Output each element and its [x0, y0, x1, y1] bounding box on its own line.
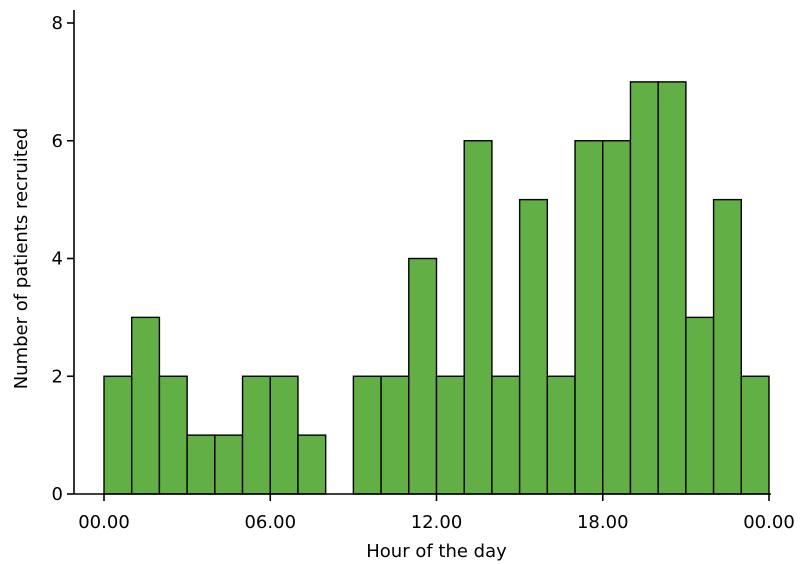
histogram-bar	[435, 375, 465, 495]
histogram-bar	[491, 375, 521, 495]
x-ticks-group: 00.00 06.00 12.00 18.00 00.00	[78, 494, 795, 533]
histogram-bar	[685, 316, 715, 495]
x-tick-label: 00.00	[743, 512, 795, 533]
x-tick-label: 06.00	[244, 512, 296, 533]
histogram-bar	[629, 81, 659, 495]
histogram-bar	[186, 434, 216, 495]
histogram-bar	[574, 140, 604, 495]
histogram-bar	[740, 375, 770, 495]
histogram-bar	[269, 375, 299, 495]
y-tick-label: 4	[52, 249, 63, 270]
histogram-bar	[352, 375, 382, 495]
histogram-bar	[380, 375, 410, 495]
histogram-bar	[214, 434, 244, 495]
y-tick-label: 6	[52, 131, 63, 152]
y-tick-label: 0	[52, 484, 63, 505]
histogram-bar	[158, 375, 188, 495]
x-axis-title: Hour of the day	[366, 541, 507, 562]
histogram-bar	[657, 81, 687, 495]
x-tick-label: 12.00	[411, 512, 463, 533]
histogram-bar	[546, 375, 576, 495]
y-tick-label: 2	[52, 366, 63, 387]
y-axis-title: Number of patients recruited	[11, 128, 32, 390]
histogram-bar	[297, 434, 327, 495]
y-tick-label: 8	[52, 13, 63, 34]
histogram-bar	[131, 316, 161, 495]
histogram-bar	[103, 375, 133, 495]
axes-group	[73, 10, 771, 495]
histogram-bar	[712, 198, 742, 495]
y-ticks-group: 0 2 4 6 8	[52, 13, 74, 505]
x-tick-label: 00.00	[78, 512, 130, 533]
histogram-bar	[408, 257, 438, 495]
histogram-bar	[518, 198, 549, 495]
histogram-bar	[602, 140, 632, 495]
histogram-bar	[463, 140, 493, 495]
x-tick-label: 18.00	[577, 512, 629, 533]
bars-group	[103, 81, 770, 495]
histogram-bar	[241, 375, 271, 495]
